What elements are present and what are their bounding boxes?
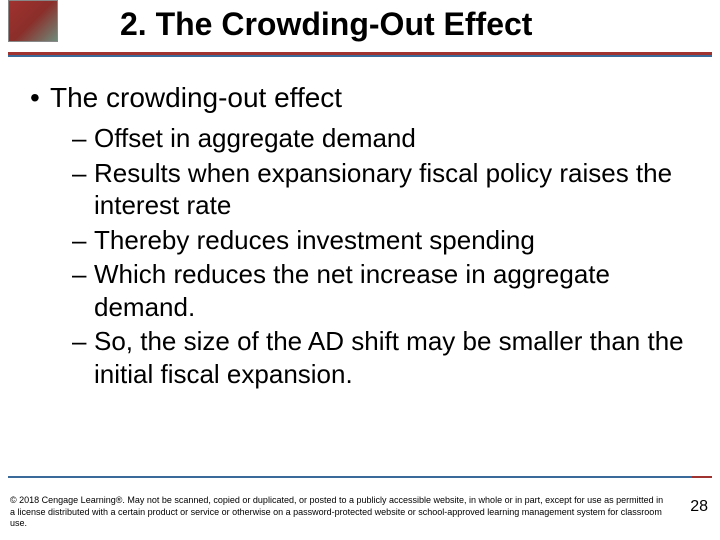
header: 2. The Crowding-Out Effect: [0, 0, 720, 70]
sub-bullet: Offset in aggregate demand: [72, 122, 700, 155]
sub-bullet: Results when expansionary fiscal policy …: [72, 157, 700, 222]
footer-divider: [8, 476, 712, 478]
page-number: 28: [690, 498, 708, 516]
sub-bullet-list: Offset in aggregate demand Results when …: [28, 122, 700, 390]
sub-bullet: So, the size of the AD shift may be smal…: [72, 325, 700, 390]
sub-bullet: Thereby reduces investment spending: [72, 224, 700, 257]
title-underline: [8, 52, 712, 57]
textbook-logo-icon: [8, 0, 58, 42]
slide: 2. The Crowding-Out Effect The crowding-…: [0, 0, 720, 540]
copyright-text: © 2018 Cengage Learning®. May not be sca…: [10, 495, 670, 530]
content-area: The crowding-out effect Offset in aggreg…: [0, 70, 720, 390]
slide-title: 2. The Crowding-Out Effect: [120, 6, 532, 43]
sub-bullet: Which reduces the net increase in aggreg…: [72, 258, 700, 323]
main-bullet: The crowding-out effect: [28, 82, 700, 114]
